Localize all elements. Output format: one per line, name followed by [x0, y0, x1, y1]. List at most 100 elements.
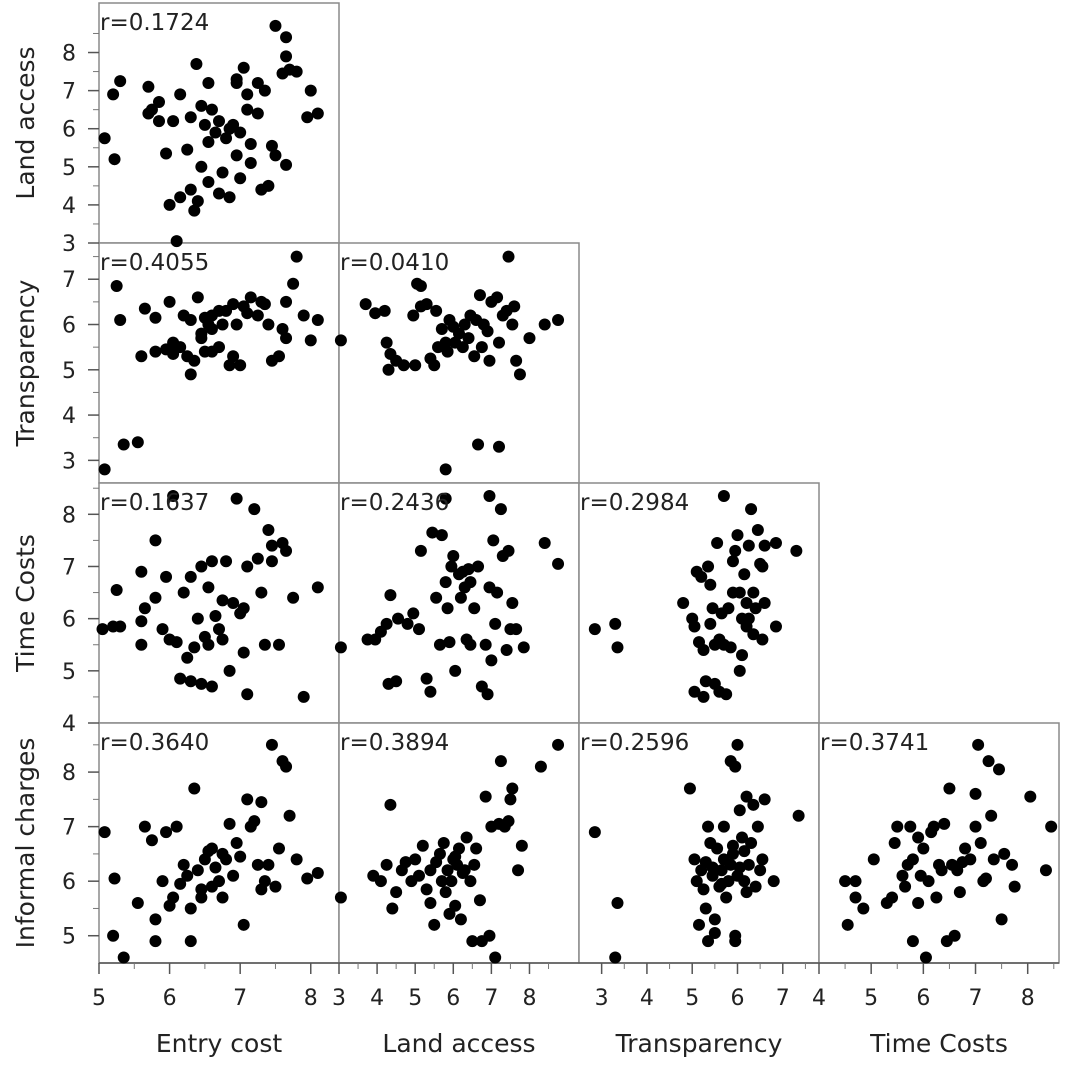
x-tick-label-land-access: 7 [484, 986, 498, 1011]
data-point-time-costs-vs-transparency [751, 523, 764, 536]
data-point-time-costs-vs-land-access [441, 602, 454, 615]
x-tick-label-entry-cost: 7 [233, 986, 247, 1011]
data-point-time-costs-vs-entry-cost [198, 630, 211, 643]
data-point-informal-charges-vs-transparency [740, 790, 753, 803]
y-tick-label-land-access: 8 [62, 42, 76, 67]
y-tick-label-land-access: 6 [62, 118, 76, 143]
data-point-land-access-vs-entry-cost [280, 158, 293, 171]
data-point-informal-charges-vs-time-costs [969, 820, 982, 833]
data-point-informal-charges-vs-time-costs [906, 935, 919, 948]
data-point-land-access-vs-entry-cost [153, 96, 165, 109]
data-point-time-costs-vs-entry-cost [170, 636, 183, 649]
data-point-transparency-vs-land-access [453, 327, 465, 340]
data-point-transparency-vs-entry-cost [216, 318, 229, 331]
data-point-informal-charges-vs-land-access [534, 760, 547, 773]
data-point-time-costs-vs-land-access [430, 591, 443, 604]
data-point-land-access-vs-entry-cost [205, 103, 218, 116]
x-tick-label-transparency: 7 [776, 986, 790, 1011]
data-point-land-access-vs-entry-cost [265, 139, 278, 152]
data-point-informal-charges-vs-time-costs [995, 913, 1008, 926]
data-point-transparency-vs-entry-cost [138, 302, 151, 315]
panel-frame-informal-charges-vs-entry-cost [98, 722, 340, 964]
data-point-land-access-vs-entry-cost [142, 107, 155, 120]
data-point-time-costs-vs-transparency [769, 537, 782, 549]
data-point-informal-charges-vs-transparency [731, 738, 744, 751]
data-point-land-access-vs-entry-cost [198, 118, 211, 131]
data-point-transparency-vs-land-access [510, 354, 523, 367]
data-point-informal-charges-vs-land-access [399, 856, 412, 869]
data-point-transparency-vs-entry-cost [114, 313, 127, 326]
data-point-informal-charges-vs-time-costs [959, 842, 972, 855]
y-tick-label-time-costs: 5 [62, 660, 76, 685]
data-point-informal-charges-vs-time-costs [1006, 858, 1019, 871]
data-point-land-access-vs-entry-cost [234, 126, 247, 139]
data-point-transparency-vs-land-access [506, 318, 519, 331]
data-point-time-costs-vs-entry-cost [135, 565, 148, 578]
data-point-informal-charges-vs-entry-cost [223, 817, 236, 830]
data-point-time-costs-vs-land-access [510, 623, 523, 636]
data-point-time-costs-vs-transparency [711, 537, 724, 549]
data-point-informal-charges-vs-time-costs [904, 820, 917, 833]
data-point-informal-charges-vs-transparency [708, 913, 721, 926]
data-point-time-costs-vs-entry-cost [138, 602, 151, 615]
data-point-informal-charges-vs-transparency [702, 935, 715, 948]
data-point-land-access-vs-entry-cost [153, 115, 165, 128]
data-point-transparency-vs-entry-cost [290, 250, 303, 263]
data-point-time-costs-vs-land-access [392, 612, 405, 625]
data-point-informal-charges-vs-land-access [504, 793, 517, 806]
data-point-time-costs-vs-entry-cost [209, 610, 222, 623]
data-point-informal-charges-vs-entry-cost [301, 872, 314, 885]
data-point-transparency-vs-entry-cost [205, 323, 218, 336]
data-point-land-access-vs-entry-cost [234, 172, 247, 185]
data-point-land-access-vs-entry-cost [258, 84, 271, 97]
data-point-informal-charges-vs-entry-cost [265, 738, 278, 751]
data-point-time-costs-vs-entry-cost [265, 555, 278, 568]
data-point-informal-charges-vs-time-costs [985, 809, 998, 822]
data-point-transparency-vs-entry-cost [251, 309, 264, 322]
data-point-informal-charges-vs-time-costs [1039, 864, 1052, 877]
data-point-land-access-vs-entry-cost [190, 57, 203, 70]
data-point-transparency-vs-entry-cost [191, 291, 204, 304]
data-point-time-costs-vs-entry-cost [205, 555, 218, 568]
data-point-land-access-vs-entry-cost [174, 88, 187, 101]
data-point-land-access-vs-entry-cost [244, 157, 257, 169]
data-point-transparency-vs-land-access [523, 332, 536, 345]
data-point-time-costs-vs-transparency [729, 544, 742, 557]
correlation-label-transparency-vs-entry-cost: r=0.4055 [100, 250, 209, 276]
data-point-transparency-vs-entry-cost [149, 345, 162, 358]
data-point-time-costs-vs-land-access [426, 526, 439, 539]
data-point-time-costs-vs-transparency [758, 597, 771, 609]
data-point-informal-charges-vs-entry-cost [184, 935, 197, 948]
data-point-transparency-vs-land-access [414, 300, 427, 313]
data-point-time-costs-vs-land-access [420, 672, 433, 685]
data-point-time-costs-vs-entry-cost [230, 492, 243, 505]
data-point-informal-charges-vs-time-costs [857, 902, 870, 915]
data-point-time-costs-vs-transparency [769, 620, 782, 633]
data-point-time-costs-vs-transparency [722, 602, 735, 615]
data-point-time-costs-vs-land-access [500, 643, 513, 656]
data-point-informal-charges-vs-land-access [494, 755, 507, 768]
data-point-transparency-vs-entry-cost [131, 436, 144, 449]
data-point-informal-charges-vs-transparency [699, 856, 712, 869]
y-tick-label-time-costs: 8 [62, 503, 76, 528]
data-point-time-costs-vs-entry-cost [96, 623, 109, 636]
data-point-time-costs-vs-transparency [688, 685, 701, 698]
data-point-land-access-vs-entry-cost [311, 107, 324, 120]
x-tick-label-time-costs: 5 [864, 986, 878, 1011]
data-point-informal-charges-vs-time-costs [1008, 880, 1021, 893]
data-point-informal-charges-vs-land-access [512, 864, 525, 877]
data-point-land-access-vs-entry-cost [167, 115, 180, 128]
data-point-informal-charges-vs-entry-cost [269, 880, 282, 893]
data-point-land-access-vs-entry-cost [195, 160, 208, 173]
data-point-time-costs-vs-entry-cost [205, 680, 218, 693]
data-point-transparency-vs-land-access [493, 440, 505, 453]
data-point-time-costs-vs-entry-cost [216, 633, 229, 646]
x-tick-label-entry-cost: 8 [304, 986, 318, 1011]
data-point-time-costs-vs-entry-cost [220, 555, 233, 568]
data-point-time-costs-vs-entry-cost [160, 570, 173, 583]
data-point-transparency-vs-land-access [483, 354, 496, 367]
data-point-time-costs-vs-transparency [726, 555, 739, 568]
correlation-label-informal-charges-vs-time-costs: r=0.3741 [820, 730, 929, 756]
data-point-land-access-vs-entry-cost [220, 132, 233, 145]
correlation-label-land-access-vs-entry-cost: r=0.1724 [100, 10, 209, 36]
